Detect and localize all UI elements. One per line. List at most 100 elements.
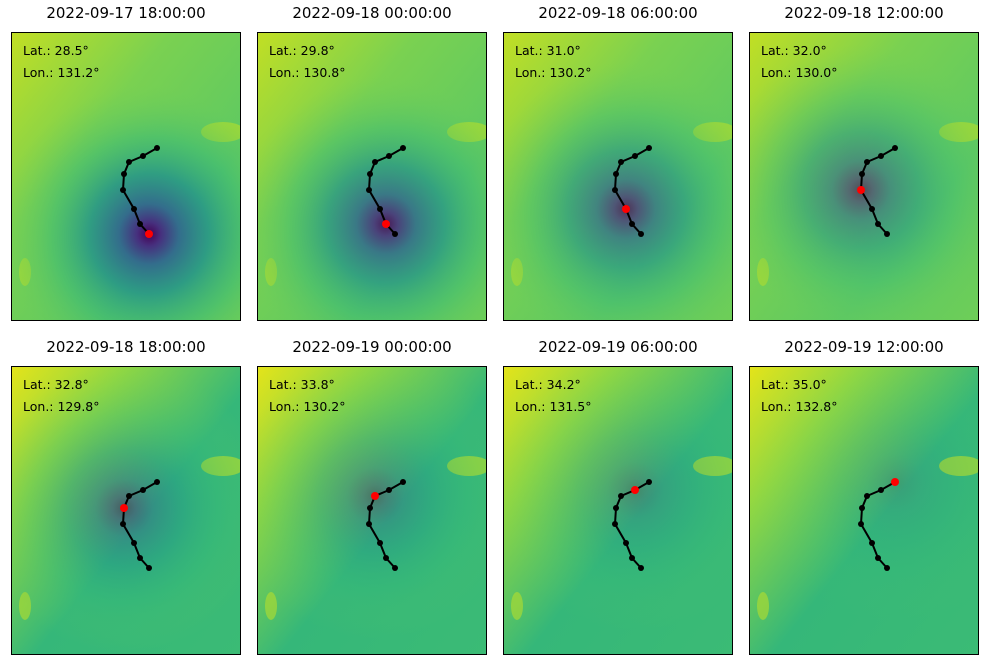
lat-label: Lat.: 32.0° [761,43,827,58]
panel-frame [749,32,979,321]
lat-label: Lat.: 31.0° [515,43,581,58]
track-point [884,565,890,571]
lat-label: Lat.: 28.5° [23,43,89,58]
track-point [623,540,629,546]
track-point [864,493,870,499]
panel-6: 2022-09-19 00:00:00 Lat.: 33.8° Lon.: 130.… [257,338,487,655]
wind-field [503,366,733,655]
panel-frame [749,366,979,655]
track-point [392,565,398,571]
track-point [386,487,392,493]
track-point [121,171,127,177]
lon-label: Lon.: 130.2° [515,65,592,80]
panel-title: 2022-09-18 06:00:00 [538,4,697,22]
track-point [137,555,143,561]
panel-frame [503,32,733,321]
current-position-marker [622,205,630,213]
track-point [372,159,378,165]
track-point [884,231,890,237]
panel-frame [503,366,733,655]
track-point [366,187,372,193]
track-point [367,505,373,511]
lon-label: Lon.: 131.5° [515,399,592,414]
current-position-marker [891,478,899,486]
track-point [400,145,406,151]
track-point [377,540,383,546]
track-point [859,171,865,177]
panel-title: 2022-09-19 12:00:00 [784,338,943,356]
track-point [126,159,132,165]
track-point [386,153,392,159]
panel-title: 2022-09-18 00:00:00 [292,4,451,22]
track-point [892,145,898,151]
track-point [632,153,638,159]
current-position-marker [145,230,153,238]
panel-title: 2022-09-19 00:00:00 [292,338,451,356]
lon-label: Lon.: 130.8° [269,65,346,80]
track-point [137,221,143,227]
track-point [126,493,132,499]
track-point [612,521,618,527]
panel-title: 2022-09-19 06:00:00 [538,338,697,356]
wind-field [749,366,979,655]
lon-label: Lon.: 130.2° [269,399,346,414]
track-point [629,555,635,561]
wind-field [257,366,487,655]
track-point [618,493,624,499]
track-point [878,487,884,493]
track-point [400,479,406,485]
current-position-marker [371,492,379,500]
wind-field [503,32,733,321]
track-point [154,479,160,485]
panel-frame [257,32,487,321]
track-point [638,231,644,237]
track-point [878,153,884,159]
track-point [859,505,865,511]
current-position-marker [857,186,865,194]
track-point [120,521,126,527]
panel-frame [11,366,241,655]
track-point [629,221,635,227]
track-point [864,159,870,165]
track-point [858,521,864,527]
lat-label: Lat.: 29.8° [269,43,335,58]
lat-label: Lat.: 34.2° [515,377,581,392]
panel-2: 2022-09-18 00:00:00 Lat.: 29.8° Lon.: 130.… [257,4,487,321]
track-point [613,505,619,511]
wind-field [749,32,979,321]
track-point [146,565,152,571]
track-point [140,487,146,493]
lon-label: Lon.: 129.8° [23,399,100,414]
wind-field [11,32,241,321]
track-point [869,540,875,546]
track-point [367,171,373,177]
panel-title: 2022-09-18 18:00:00 [46,338,205,356]
track-point [140,153,146,159]
panel-3: 2022-09-18 06:00:00 Lat.: 31.0° Lon.: 130.… [503,4,733,321]
panel-5: 2022-09-18 18:00:00 Lat.: 32.8° Lon.: 129.… [11,338,241,655]
track-point [875,221,881,227]
track-point [613,171,619,177]
lat-label: Lat.: 35.0° [761,377,827,392]
panel-8: 2022-09-19 12:00:00 Lat.: 35.0° Lon.: 132.… [749,338,979,655]
panel-4: 2022-09-18 12:00:00 Lat.: 32.0° Lon.: 130.… [749,4,979,321]
track-point [612,187,618,193]
lat-label: Lat.: 33.8° [269,377,335,392]
panel-7: 2022-09-19 06:00:00 Lat.: 34.2° Lon.: 131.… [503,338,733,655]
track-point [383,555,389,561]
panel-frame [11,32,241,321]
current-position-marker [631,486,639,494]
track-point [377,206,383,212]
track-point [869,206,875,212]
panel-title: 2022-09-17 18:00:00 [46,4,205,22]
track-point [154,145,160,151]
wind-field [257,32,487,321]
panel-1: 2022-09-17 18:00:00 Lat.: 28.5° Lon.: 131.… [11,4,241,321]
track-point [366,521,372,527]
current-position-marker [120,504,128,512]
lat-label: Lat.: 32.8° [23,377,89,392]
current-position-marker [382,220,390,228]
track-point [638,565,644,571]
track-point [131,540,137,546]
